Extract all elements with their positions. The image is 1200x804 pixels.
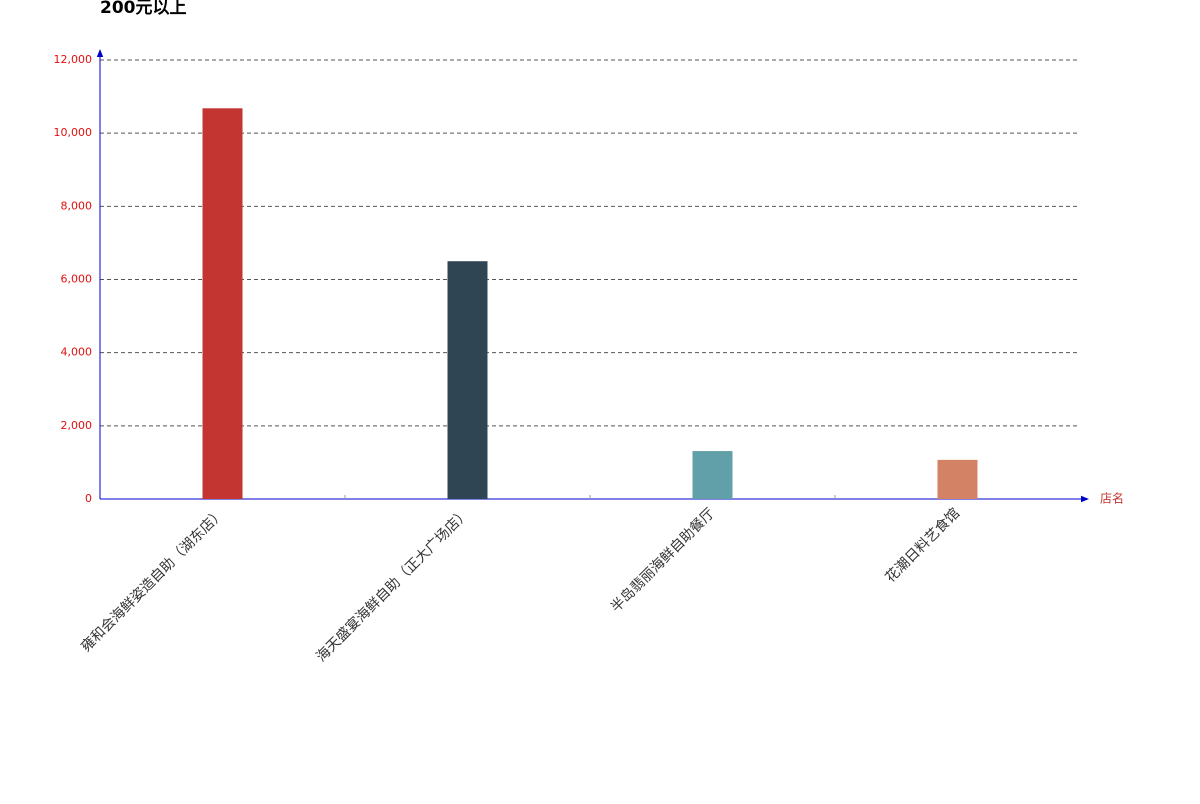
bar xyxy=(447,261,488,499)
bar xyxy=(937,459,978,499)
x-tick-label: 花潮日料艺食馆 xyxy=(882,505,963,586)
y-tick-label: 4,000 xyxy=(61,346,93,359)
x-axis-name: 店名 xyxy=(1100,491,1124,506)
bar xyxy=(202,108,243,499)
chart-title: 200元以上 xyxy=(100,0,187,18)
y-tick-label: 8,000 xyxy=(61,199,93,212)
x-tick-label: 雍和会海鲜姿造自助（湖东店） xyxy=(78,505,228,655)
y-tick-label: 6,000 xyxy=(61,273,93,286)
y-tick-label: 10,000 xyxy=(54,126,93,139)
x-tick-label: 半岛翡丽海鲜自助餐厅 xyxy=(608,505,718,615)
y-tick-label: 0 xyxy=(85,492,92,505)
x-tick-label: 海天盛宴海鲜自助（正大广场店） xyxy=(313,505,474,666)
y-tick-label: 12,000 xyxy=(54,53,93,66)
bar xyxy=(692,451,733,499)
y-tick-label: 2,000 xyxy=(61,419,93,432)
